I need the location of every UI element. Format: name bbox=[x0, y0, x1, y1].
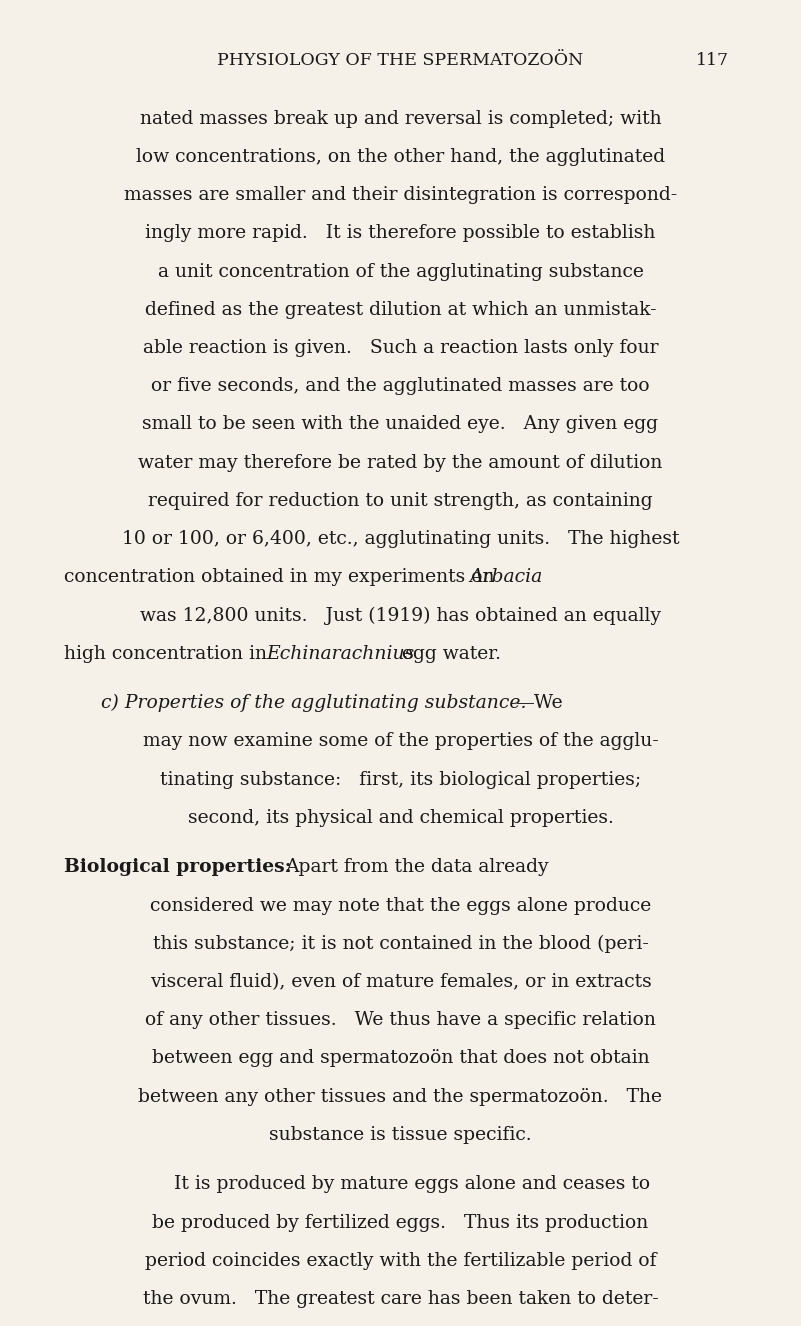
Text: tinating substance:   first, its biological properties;: tinating substance: first, its biologica… bbox=[160, 770, 641, 789]
Text: be produced by fertilized eggs.   Thus its production: be produced by fertilized eggs. Thus its… bbox=[152, 1213, 649, 1232]
Text: between any other tissues and the spermatozoön.   The: between any other tissues and the sperma… bbox=[139, 1087, 662, 1106]
Text: —We: —We bbox=[516, 695, 563, 712]
Text: high concentration in: high concentration in bbox=[64, 644, 273, 663]
Text: defined as the greatest dilution at which an unmistak-: defined as the greatest dilution at whic… bbox=[145, 301, 656, 318]
Text: visceral fluid), even of mature females, or in extracts: visceral fluid), even of mature females,… bbox=[150, 973, 651, 991]
Text: Echinarachnius: Echinarachnius bbox=[267, 644, 415, 663]
Text: Arbacia: Arbacia bbox=[469, 568, 542, 586]
Text: between egg and spermatozoön that does not obtain: between egg and spermatozoön that does n… bbox=[151, 1049, 650, 1067]
Text: a unit concentration of the agglutinating substance: a unit concentration of the agglutinatin… bbox=[158, 263, 643, 281]
Text: Apart from the data already: Apart from the data already bbox=[285, 858, 549, 876]
Text: PHYSIOLOGY OF THE SPERMATOZOÖN: PHYSIOLOGY OF THE SPERMATOZOÖN bbox=[217, 52, 584, 69]
Text: ingly more rapid.   It is therefore possible to establish: ingly more rapid. It is therefore possib… bbox=[145, 224, 656, 243]
Text: substance is tissue specific.: substance is tissue specific. bbox=[269, 1126, 532, 1144]
Text: 117: 117 bbox=[696, 52, 729, 69]
Text: c) Properties of the agglutinating substance.: c) Properties of the agglutinating subst… bbox=[101, 695, 526, 712]
Text: this substance; it is not contained in the blood (peri-: this substance; it is not contained in t… bbox=[152, 935, 649, 953]
Text: second, its physical and chemical properties.: second, its physical and chemical proper… bbox=[187, 809, 614, 827]
Text: small to be seen with the unaided eye.   Any given egg: small to be seen with the unaided eye. A… bbox=[143, 415, 658, 434]
Text: water may therefore be rated by the amount of dilution: water may therefore be rated by the amou… bbox=[139, 453, 662, 472]
Text: was 12,800 units.   Just (1919) has obtained an equally: was 12,800 units. Just (1919) has obtain… bbox=[140, 606, 661, 625]
Text: concentration obtained in my experiments on: concentration obtained in my experiments… bbox=[64, 568, 501, 586]
Text: required for reduction to unit strength, as containing: required for reduction to unit strength,… bbox=[148, 492, 653, 509]
Text: the ovum.   The greatest care has been taken to deter-: the ovum. The greatest care has been tak… bbox=[143, 1290, 658, 1307]
Text: may now examine some of the properties of the agglu-: may now examine some of the properties o… bbox=[143, 732, 658, 751]
Text: 10 or 100, or 6,400, etc., agglutinating units.   The highest: 10 or 100, or 6,400, etc., agglutinating… bbox=[122, 530, 679, 548]
Text: Biological properties:: Biological properties: bbox=[64, 858, 304, 876]
Text: of any other tissues.   We thus have a specific relation: of any other tissues. We thus have a spe… bbox=[145, 1012, 656, 1029]
Text: low concentrations, on the other hand, the agglutinated: low concentrations, on the other hand, t… bbox=[136, 149, 665, 166]
Text: able reaction is given.   Such a reaction lasts only four: able reaction is given. Such a reaction … bbox=[143, 339, 658, 357]
Text: nated masses break up and reversal is completed; with: nated masses break up and reversal is co… bbox=[139, 110, 662, 127]
Text: egg water.: egg water. bbox=[396, 644, 501, 663]
Text: masses are smaller and their disintegration is correspond-: masses are smaller and their disintegrat… bbox=[124, 187, 677, 204]
Text: considered we may note that the eggs alone produce: considered we may note that the eggs alo… bbox=[150, 896, 651, 915]
Text: It is produced by mature eggs alone and ceases to: It is produced by mature eggs alone and … bbox=[151, 1175, 650, 1193]
Text: period coincides exactly with the fertilizable period of: period coincides exactly with the fertil… bbox=[145, 1252, 656, 1270]
Text: or five seconds, and the agglutinated masses are too: or five seconds, and the agglutinated ma… bbox=[151, 377, 650, 395]
